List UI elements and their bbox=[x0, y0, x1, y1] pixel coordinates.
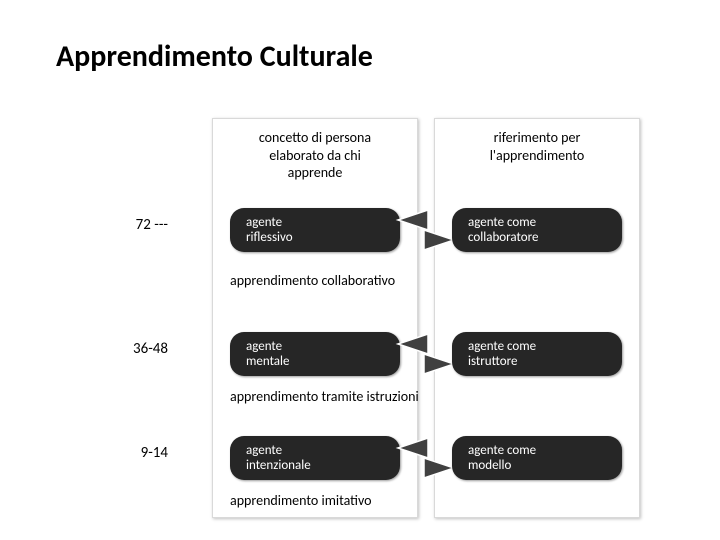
bidirectional-arrows-icon bbox=[394, 208, 458, 252]
pill-left-2: agenteintenzionale bbox=[230, 436, 400, 480]
row-label-1: 36-48 bbox=[108, 340, 168, 358]
row-label-0: 72 --- bbox=[108, 216, 168, 234]
bidirectional-arrows-icon bbox=[394, 332, 458, 376]
between-label-0: apprendimento collaborativo bbox=[230, 272, 395, 289]
bidirectional-arrows-icon bbox=[394, 436, 458, 480]
pill-left-0: agenteriflessivo bbox=[230, 208, 400, 252]
column-right-header: riferimento perl'apprendimento bbox=[435, 119, 639, 174]
between-label-1: apprendimento tramite istruzioni bbox=[230, 388, 419, 405]
pill-left-1: agentementale bbox=[230, 332, 400, 376]
between-label-2: apprendimento imitativo bbox=[230, 492, 372, 509]
pill-right-0: agente comecollaboratore bbox=[452, 208, 622, 252]
page-title: Apprendimento Culturale bbox=[56, 38, 373, 75]
pill-right-2: agente comemodello bbox=[452, 436, 622, 480]
column-left-header: concetto di personaelaborato da chiappre… bbox=[213, 119, 417, 192]
row-label-2: 9-14 bbox=[108, 444, 168, 462]
pill-right-1: agente comeistruttore bbox=[452, 332, 622, 376]
